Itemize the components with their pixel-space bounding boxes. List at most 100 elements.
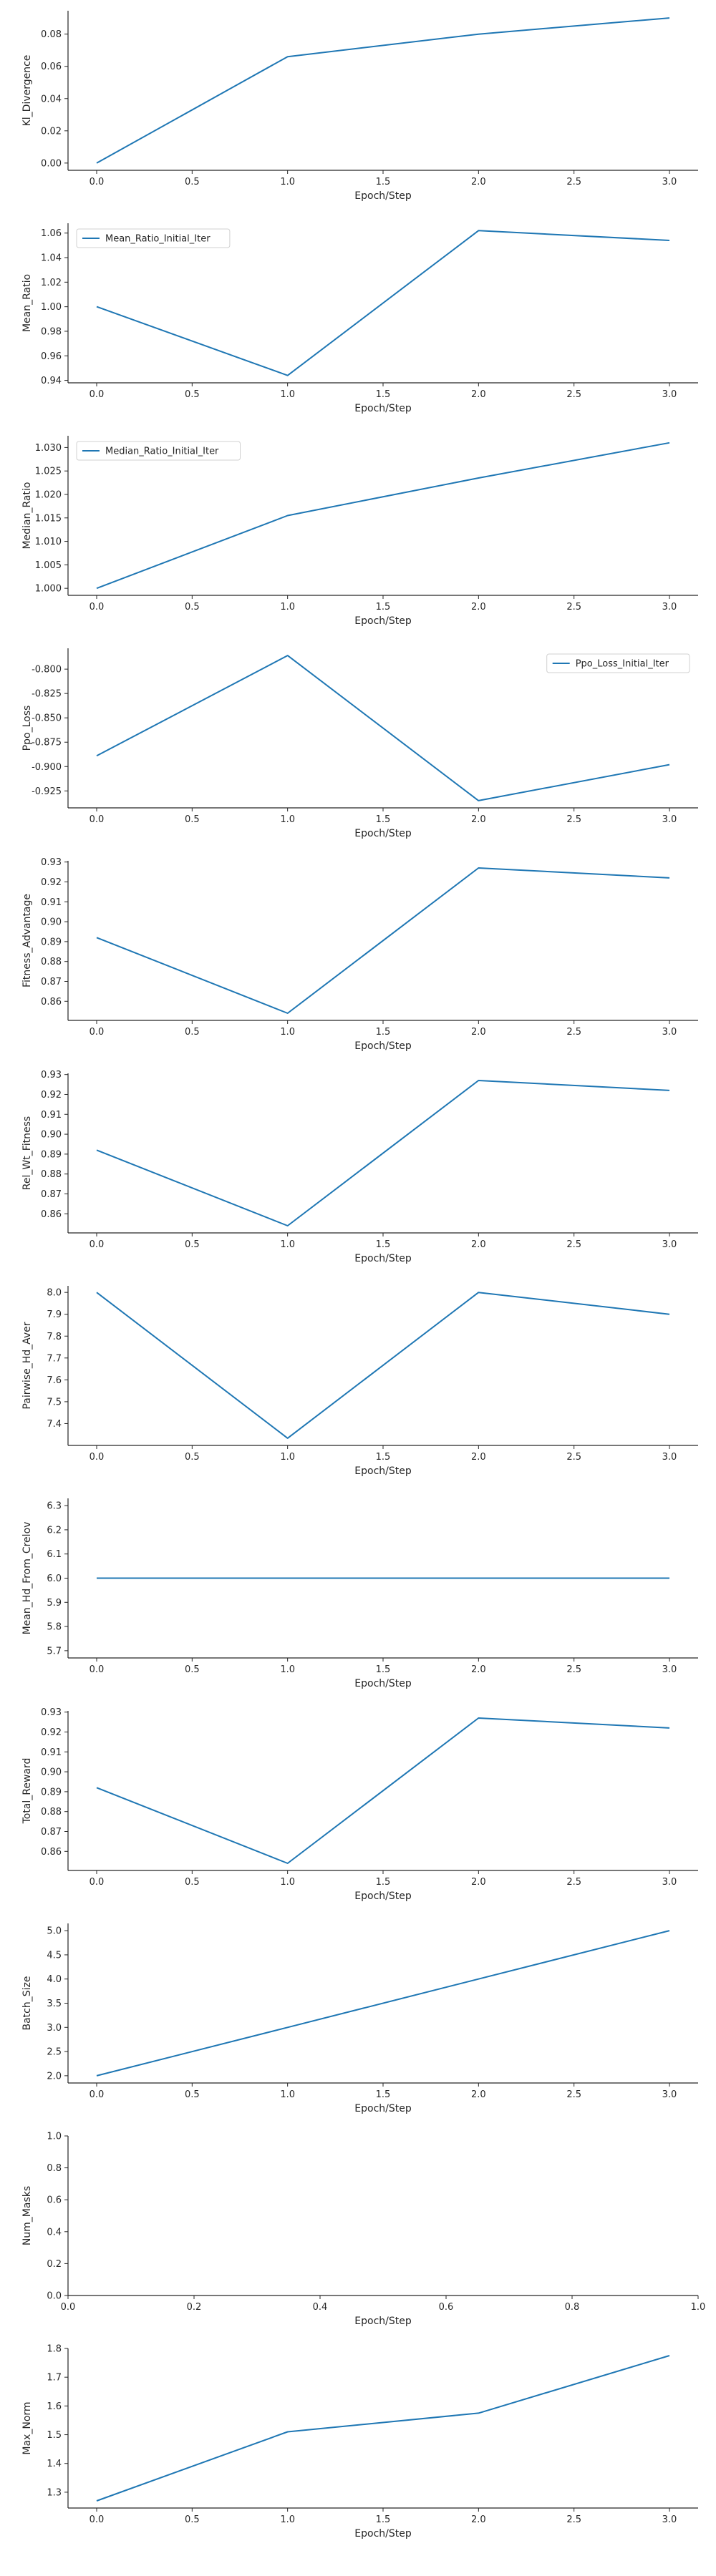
x-tick-label: 0.0 bbox=[90, 2089, 105, 2100]
y-tick-label: 1.06 bbox=[41, 228, 62, 239]
y-tick-label: 0.92 bbox=[41, 1727, 62, 1738]
x-tick-label: 2.5 bbox=[566, 1239, 581, 1250]
legend-box bbox=[76, 228, 231, 248]
y-tick-label: 0.93 bbox=[41, 1070, 62, 1080]
x-tick-label: 1.0 bbox=[280, 814, 295, 825]
x-tick-label: 0.5 bbox=[185, 2089, 200, 2100]
x-tick-label: 1.5 bbox=[376, 2514, 391, 2525]
y-tick-label: -0.925 bbox=[32, 786, 62, 797]
y-tick-label: 1.000 bbox=[35, 584, 62, 595]
x-tick-label: 3.0 bbox=[662, 2089, 677, 2100]
x-tick-label: 1.0 bbox=[280, 177, 295, 187]
x-tick-label: 1.0 bbox=[280, 1877, 295, 1888]
y-tick-label: 0.90 bbox=[41, 917, 62, 928]
y-tick-label: 7.6 bbox=[47, 1375, 62, 1386]
chart-panel: 0.0 0.5 1.0 1.5 2.0 2.5 3.0 0.86 0.87 0.88 0.89 0.9… bbox=[21, 1070, 698, 1264]
y-tick-label: 1.3 bbox=[47, 2487, 62, 2498]
y-tick-label: 0.86 bbox=[41, 997, 62, 1008]
x-tick-label: 0.0 bbox=[90, 1452, 105, 1463]
x-tick-label: 2.5 bbox=[566, 2089, 581, 2100]
y-tick-label: 0.2 bbox=[47, 2259, 62, 2270]
y-tick-label: 1.030 bbox=[35, 443, 62, 454]
chart-panel: 0.0 0.5 1.0 1.5 2.0 2.5 3.0 0.86 0.87 0.88 0.89 0.9… bbox=[21, 1707, 698, 1902]
x-axis-label: Epoch/Step bbox=[354, 1465, 412, 1477]
y-tick-label: 3.5 bbox=[47, 1999, 62, 2009]
x-axis-label: Epoch/Step bbox=[354, 1040, 412, 1052]
y-tick-label: 0.96 bbox=[41, 351, 62, 362]
x-tick-label: 3.0 bbox=[662, 814, 677, 825]
x-tick-label: 2.5 bbox=[566, 177, 581, 187]
x-tick-label: 1.5 bbox=[376, 1027, 391, 1038]
y-tick-label: 6.3 bbox=[47, 1501, 62, 1512]
y-tick-label: 0.90 bbox=[41, 1767, 62, 1778]
x-tick-label: 2.0 bbox=[471, 1239, 486, 1250]
y-tick-label: 1.7 bbox=[47, 2373, 62, 2384]
x-tick-label: 3.0 bbox=[662, 1877, 677, 1888]
y-axis-label: Mean_Hd_From_Crelov bbox=[21, 1522, 33, 1635]
series-line bbox=[96, 17, 670, 164]
x-tick-label: 0.2 bbox=[187, 2302, 202, 2313]
series-line bbox=[96, 1080, 670, 1226]
y-axis-label: Num_Masks bbox=[21, 2186, 33, 2245]
x-axis-label: Epoch/Step bbox=[354, 2316, 412, 2327]
x-tick-label: 3.0 bbox=[662, 177, 677, 187]
x-tick-label: 2.5 bbox=[566, 1877, 581, 1888]
x-axis-label: Epoch/Step bbox=[354, 828, 412, 839]
x-tick-label: 2.0 bbox=[471, 1664, 486, 1675]
x-tick-label: 0.0 bbox=[90, 1027, 105, 1038]
y-tick-label: 1.02 bbox=[41, 278, 62, 288]
y-tick-label: 1.00 bbox=[41, 302, 62, 313]
y-tick-label: 0.4 bbox=[47, 2227, 62, 2238]
legend-label: Mean_Ratio_Initial_Iter bbox=[105, 234, 211, 245]
y-tick-label: 0.04 bbox=[41, 94, 62, 104]
x-tick-label: 2.5 bbox=[566, 389, 581, 400]
x-tick-label: 1.0 bbox=[280, 2089, 295, 2100]
y-tick-label: 0.6 bbox=[47, 2195, 62, 2206]
x-tick-label: 0.5 bbox=[185, 389, 200, 400]
y-tick-label: 7.4 bbox=[47, 1419, 62, 1430]
x-tick-label: 1.0 bbox=[691, 2302, 706, 2313]
x-tick-label: 0.5 bbox=[185, 1239, 200, 1250]
series-line bbox=[96, 441, 670, 590]
y-tick-label: 0.8 bbox=[47, 2163, 62, 2174]
series-line bbox=[96, 2355, 670, 2502]
x-tick-label: 2.0 bbox=[471, 177, 486, 187]
y-tick-label: 0.88 bbox=[41, 1169, 62, 1180]
x-tick-label: 2.0 bbox=[471, 2514, 486, 2525]
x-tick-label: 0.5 bbox=[185, 177, 200, 187]
x-tick-label: 0.0 bbox=[90, 2514, 105, 2525]
x-tick-label: 1.0 bbox=[280, 602, 295, 613]
x-tick-label: 0.0 bbox=[90, 602, 105, 613]
y-tick-label: 8.0 bbox=[47, 1288, 62, 1299]
y-tick-label: 1.020 bbox=[35, 489, 62, 500]
x-axis-label: Epoch/Step bbox=[354, 2103, 412, 2114]
y-tick-label: 0.92 bbox=[41, 877, 62, 888]
x-tick-label: 1.5 bbox=[376, 1452, 391, 1463]
chart-panel: 0.0 0.5 1.0 1.5 2.0 2.5 3.0 0.94 0.96 0.98 1.00 1.0… bbox=[21, 223, 698, 414]
y-tick-label: 3.0 bbox=[47, 2023, 62, 2034]
y-tick-label: 5.8 bbox=[47, 1622, 62, 1633]
x-tick-label: 3.0 bbox=[662, 1239, 677, 1250]
legend-box bbox=[546, 653, 690, 673]
y-tick-label: 0.87 bbox=[41, 977, 62, 987]
y-tick-label: 0.00 bbox=[41, 158, 62, 169]
x-axis-label: Epoch/Step bbox=[354, 403, 412, 414]
y-tick-label: 7.8 bbox=[47, 1332, 62, 1342]
x-tick-label: 2.5 bbox=[566, 602, 581, 613]
x-tick-label: 1.5 bbox=[376, 177, 391, 187]
x-tick-label: 2.0 bbox=[471, 1027, 486, 1038]
y-tick-label: 5.0 bbox=[47, 1926, 62, 1937]
y-tick-label: 1.010 bbox=[35, 537, 62, 547]
y-tick-label: 0.89 bbox=[41, 1149, 62, 1160]
y-tick-label: -0.875 bbox=[32, 738, 62, 748]
chart-panel: 0.0 0.5 1.0 1.5 2.0 2.5 3.0 0.00 0.02 0.04 0.06 0.0… bbox=[21, 11, 698, 202]
y-tick-label: 0.91 bbox=[41, 897, 62, 908]
x-tick-label: 0.0 bbox=[90, 389, 105, 400]
chart-panel: 0.0 0.5 1.0 1.5 2.0 2.5 3.0 -0.925 -0.900 -0.875 -… bbox=[21, 648, 698, 839]
y-tick-label: 4.0 bbox=[47, 1974, 62, 1985]
chart-panel: 0.0 0.5 1.0 1.5 2.0 2.5 3.0 1.000 1.005 1.010 1.01… bbox=[21, 436, 698, 627]
y-tick-label: 0.91 bbox=[41, 1110, 62, 1121]
y-axis-label: Total_Reward bbox=[21, 1758, 33, 1825]
chart-panel: 0.0 0.5 1.0 1.5 2.0 2.5 3.0 7.4 7.5 7.6 7.7 7.8 7.9 8… bbox=[21, 1286, 698, 1477]
